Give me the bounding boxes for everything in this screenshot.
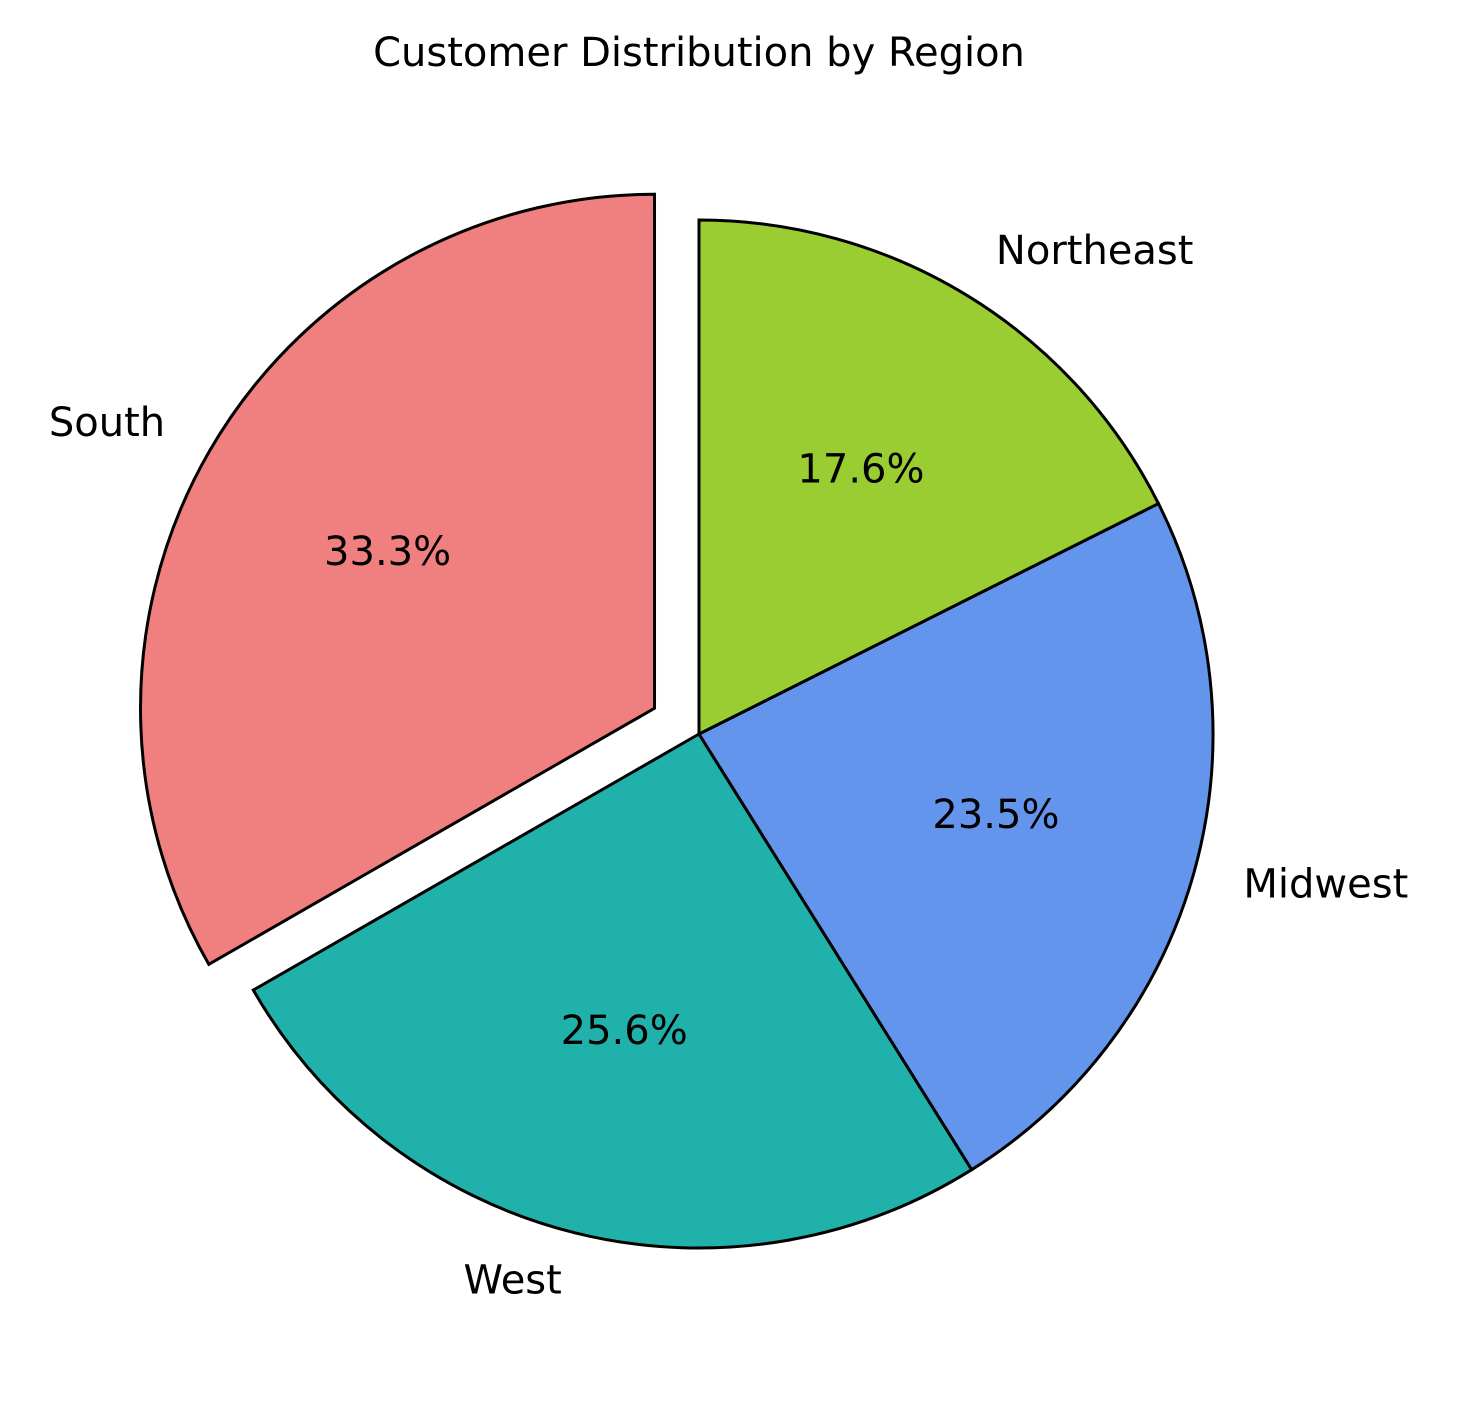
pie-slice-south xyxy=(139,192,657,967)
slices-layer xyxy=(139,192,1215,1250)
percent-label-south: 33.3% xyxy=(324,529,451,575)
percent-label-northeast: 17.6% xyxy=(797,447,924,493)
chart-title: Customer Distribution by Region xyxy=(373,30,1025,76)
slice-label-south: South xyxy=(49,400,165,446)
percent-label-midwest: 23.5% xyxy=(932,792,1059,838)
slice-label-west: West xyxy=(463,1258,561,1304)
slice-label-northeast: Northeast xyxy=(996,228,1194,274)
percent-label-west: 25.6% xyxy=(561,1008,688,1054)
pie-slice-northeast xyxy=(697,218,1161,737)
slice-label-midwest: Midwest xyxy=(1243,862,1408,908)
pie-slice-west xyxy=(251,731,974,1250)
labels-layer: South 33.3% West 25.6% Midwest 23.5% Northeast… xyxy=(49,228,1408,1304)
